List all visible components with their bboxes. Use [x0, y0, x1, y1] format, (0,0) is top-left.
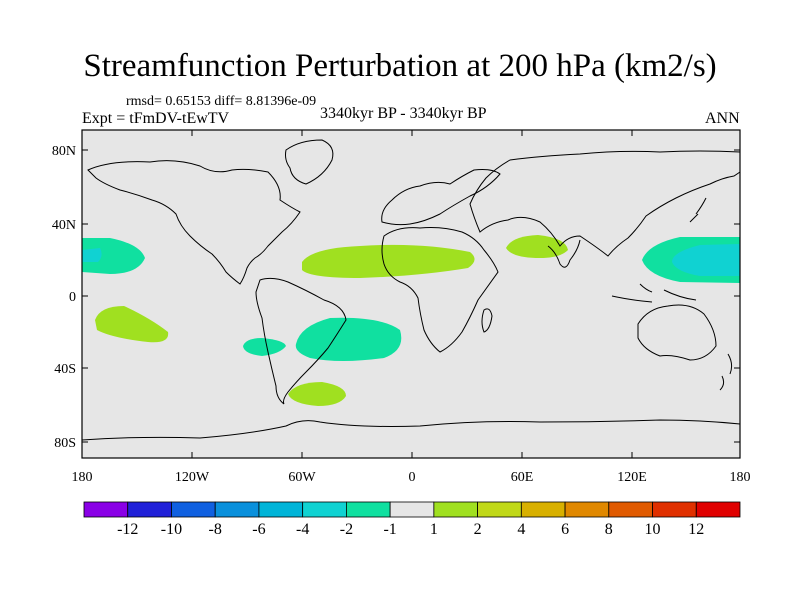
- coastline-asia: [469, 150, 741, 257]
- colorbar-swatch: [433, 501, 479, 518]
- lat-label: 40N: [52, 218, 76, 233]
- coastline-australia: [637, 304, 717, 361]
- lon-label: 180: [730, 470, 751, 485]
- contour-region-negative-south-atlantic: [295, 317, 402, 361]
- colorbar: [83, 501, 741, 518]
- colorbar-label: -2: [340, 521, 353, 538]
- lat-label: 80S: [54, 436, 76, 451]
- colorbar-label: 1: [430, 521, 438, 538]
- lon-label: 60W: [288, 470, 316, 485]
- experiment-label: Expt = tFmDV-tEwTV: [82, 110, 230, 127]
- colorbar-swatch: [608, 501, 653, 518]
- lon-label: 120E: [617, 470, 647, 485]
- coastline-india: [547, 239, 581, 268]
- map-background: [82, 130, 740, 458]
- colorbar-swatch: [83, 501, 129, 518]
- coastline-new-zealand: [719, 353, 733, 391]
- colorbar-labels: -12 -10 -8 -6 -4 -2 -1 1 2 4 6 8 10 12: [117, 521, 704, 538]
- colorbar-label: -4: [296, 521, 309, 538]
- colorbar-swatch: [520, 501, 566, 518]
- colorbar-swatch: [345, 501, 391, 518]
- coastline-antarctica: [81, 419, 741, 441]
- coastline-south-america: [255, 277, 347, 405]
- coastlines: [81, 139, 741, 441]
- contour-region-negative-pacific-west: [82, 238, 145, 274]
- longitude-labels: 180 120W 60W 0 60E 120E 180: [72, 470, 751, 485]
- colorbar-swatch: [214, 501, 260, 518]
- colorbar-label: 4: [517, 521, 525, 538]
- lon-label: 60E: [511, 470, 534, 485]
- colorbar-swatch: [171, 501, 216, 518]
- lat-label: 40S: [54, 362, 76, 377]
- coastline-greenland: [285, 139, 334, 185]
- coastline-north-america: [87, 160, 301, 285]
- colorbar-label: -12: [117, 521, 138, 538]
- contour-region-positive-south-pacific: [95, 306, 169, 343]
- latitude-labels: 80N 40N 0 40S 80S: [52, 144, 76, 451]
- colorbar-label: 6: [561, 521, 569, 538]
- colorbar-label: -6: [252, 521, 265, 538]
- map-frame: [81, 129, 741, 459]
- lat-label: 80N: [52, 144, 76, 159]
- colorbar-label: 8: [605, 521, 613, 538]
- coastline-europe: [381, 169, 501, 226]
- axis-ticks: [81, 130, 741, 458]
- period-label: 3340kyr BP - 3340kyr BP: [320, 105, 487, 122]
- colorbar-swatch: [389, 501, 435, 518]
- colorbar-swatch: [477, 501, 522, 518]
- contour-region-positive-arabia: [506, 235, 568, 258]
- coastline-africa: [381, 227, 499, 353]
- lat-label: 0: [69, 290, 76, 305]
- contour-region-negative-core-east: [672, 244, 740, 276]
- colorbar-label: 12: [688, 521, 704, 538]
- colorbar-swatch: [302, 501, 347, 518]
- colorbar-swatch: [695, 501, 741, 518]
- colorbar-label: -1: [383, 521, 396, 538]
- lon-label: 120W: [175, 470, 210, 485]
- contour-region-negative-core-west: [82, 248, 102, 262]
- coastline-madagascar: [481, 308, 493, 333]
- colorbar-swatch: [652, 501, 697, 518]
- contour-shading: [82, 235, 740, 406]
- colorbar-label: 2: [474, 521, 482, 538]
- coastline-japan: [689, 197, 707, 223]
- stats-text: rmsd= 0.65153 diff= 8.81396e-09: [126, 94, 317, 109]
- colorbar-label: -8: [209, 521, 222, 538]
- contour-region-positive-southern-ocean: [288, 382, 346, 406]
- colorbar-swatch: [127, 501, 172, 518]
- colorbar-swatch: [258, 501, 304, 518]
- contour-region-positive-atlantic: [302, 244, 475, 278]
- lon-label: 0: [409, 470, 416, 485]
- contour-region-negative-chile: [243, 338, 286, 356]
- colorbar-label: 10: [645, 521, 661, 538]
- lon-label: 180: [72, 470, 93, 485]
- coastline-indonesia: [611, 283, 697, 303]
- colorbar-label: -10: [161, 521, 182, 538]
- plot-title: Streamfunction Perturbation at 200 hPa (…: [83, 48, 717, 84]
- colorbar-swatch: [564, 501, 610, 518]
- season-label: ANN: [705, 110, 740, 127]
